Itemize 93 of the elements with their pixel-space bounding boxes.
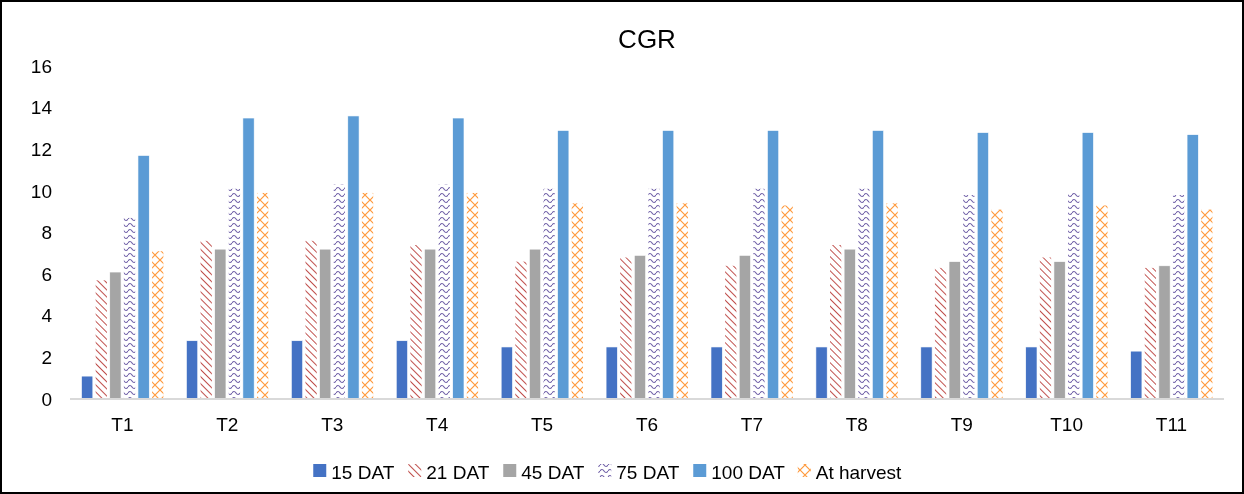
bar [333, 184, 345, 399]
bar [843, 248, 856, 400]
bar [920, 346, 933, 400]
bar [347, 115, 360, 400]
y-tick-label: 8 [41, 222, 52, 244]
bar [424, 248, 437, 400]
x-tick-label: T3 [321, 414, 344, 435]
bar [1158, 265, 1171, 400]
y-tick-label: 4 [41, 305, 53, 327]
bar [571, 203, 584, 399]
bar [1144, 267, 1157, 399]
bar [781, 205, 793, 399]
bar [438, 184, 450, 399]
bar [767, 130, 780, 400]
bar [963, 195, 975, 399]
bar [1025, 346, 1038, 400]
bar [543, 188, 555, 399]
bar [256, 192, 269, 399]
x-tick-label: T11 [1155, 414, 1188, 435]
y-tick-label: 2 [41, 347, 52, 369]
bar [886, 203, 898, 399]
bar [662, 130, 675, 400]
y-tick-label: 10 [30, 180, 52, 202]
bar [725, 265, 737, 399]
bar [710, 346, 723, 400]
bar [214, 248, 227, 400]
bar [529, 248, 541, 400]
legend-label: 45 DAT [521, 461, 585, 483]
bar [500, 346, 513, 400]
bar [948, 261, 961, 400]
bar [228, 188, 241, 399]
bar [815, 346, 828, 400]
bar [634, 255, 646, 400]
bar [361, 192, 374, 399]
bar [95, 280, 107, 399]
bar [648, 188, 660, 399]
bar [109, 271, 122, 400]
x-tick-label: T7 [740, 414, 763, 435]
bar [753, 188, 765, 399]
bar [872, 130, 884, 400]
bar [137, 155, 150, 400]
bar [452, 117, 465, 400]
x-tick-label: T1 [111, 414, 134, 435]
bar [1130, 350, 1143, 400]
bar [1039, 257, 1052, 399]
legend-label: 15 DAT [331, 461, 395, 483]
bar [830, 244, 842, 399]
chart-title: CGR [618, 24, 676, 54]
y-tick-label: 12 [30, 138, 52, 160]
y-tick-label: 6 [41, 263, 52, 285]
bar [123, 217, 136, 399]
bar [1081, 132, 1094, 400]
legend-label: 75 DAT [616, 461, 680, 483]
x-tick-label: T9 [950, 414, 973, 435]
bar [305, 240, 317, 399]
x-tick-label: T10 [1050, 414, 1084, 435]
x-tick-label: T2 [216, 414, 239, 435]
y-tick-label: 16 [30, 55, 52, 77]
bar [466, 192, 479, 399]
bar [620, 257, 632, 399]
y-tick-label: 0 [41, 388, 52, 410]
bar [557, 130, 570, 400]
bar [676, 203, 688, 399]
x-tick-label: T4 [426, 414, 449, 435]
bar [1172, 195, 1185, 399]
bar [934, 267, 947, 399]
x-tick-label: T6 [635, 414, 659, 435]
bar [1186, 134, 1199, 400]
x-tick-label: T8 [845, 414, 868, 435]
bar [1096, 205, 1108, 399]
bar [738, 255, 751, 400]
bar [395, 340, 408, 400]
bar [410, 244, 422, 399]
x-tick-label: T5 [531, 414, 554, 435]
legend-label: 21 DAT [426, 461, 490, 483]
bar [1053, 261, 1066, 400]
bar [858, 188, 870, 399]
bar [1201, 209, 1213, 399]
bar [81, 375, 94, 400]
legend-label: 100 DAT [711, 461, 786, 483]
y-tick-label: 14 [30, 97, 53, 119]
bar [200, 240, 212, 399]
bar [152, 251, 164, 399]
bar [291, 340, 303, 400]
bar [991, 209, 1003, 399]
bar [1068, 192, 1080, 399]
bar [515, 261, 527, 399]
bar [605, 346, 618, 400]
bar [319, 248, 332, 400]
legend-label: At harvest [815, 461, 903, 483]
bar [186, 340, 199, 400]
bar [976, 132, 989, 400]
bar [242, 117, 255, 400]
